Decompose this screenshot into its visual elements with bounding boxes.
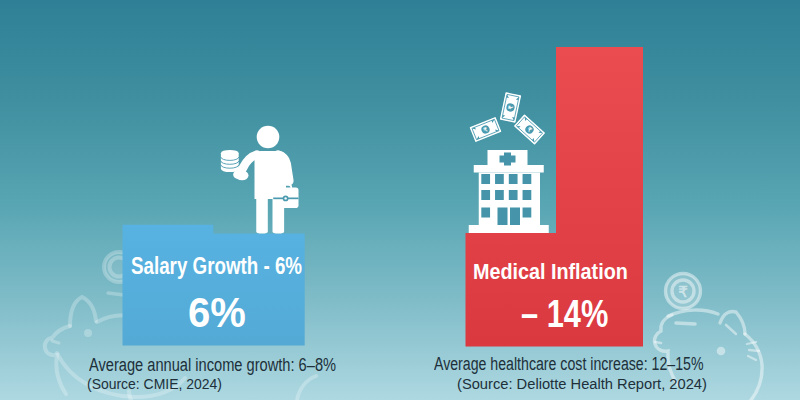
svg-text:₹: ₹: [507, 105, 514, 110]
